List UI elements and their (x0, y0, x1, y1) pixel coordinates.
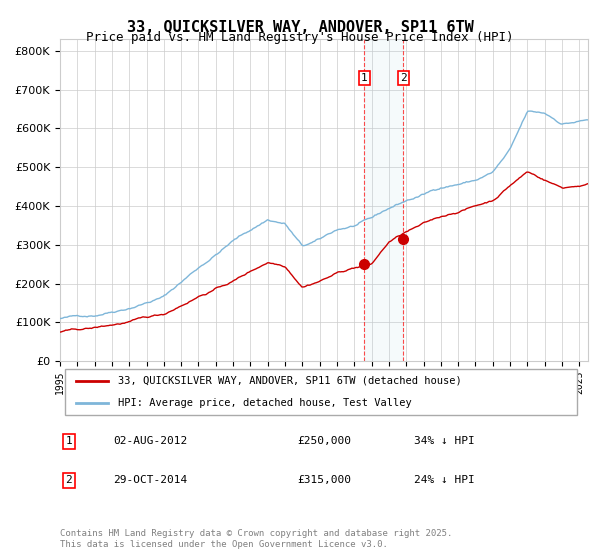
Bar (364, 39, 403, 361)
Text: £250,000: £250,000 (298, 436, 352, 446)
Text: Contains HM Land Registry data © Crown copyright and database right 2025.
This d: Contains HM Land Registry data © Crown c… (60, 529, 452, 549)
Text: 34% ↓ HPI: 34% ↓ HPI (414, 436, 475, 446)
Text: 1: 1 (361, 73, 368, 83)
Text: £315,000: £315,000 (298, 475, 352, 486)
Text: 2: 2 (400, 73, 407, 83)
Text: 29-OCT-2014: 29-OCT-2014 (113, 475, 187, 486)
Text: 24% ↓ HPI: 24% ↓ HPI (414, 475, 475, 486)
Text: 33, QUICKSILVER WAY, ANDOVER, SP11 6TW (detached house): 33, QUICKSILVER WAY, ANDOVER, SP11 6TW (… (118, 376, 462, 386)
FancyBboxPatch shape (65, 370, 577, 414)
Text: HPI: Average price, detached house, Test Valley: HPI: Average price, detached house, Test… (118, 398, 412, 408)
Text: 2: 2 (65, 475, 72, 486)
Text: Price paid vs. HM Land Registry's House Price Index (HPI): Price paid vs. HM Land Registry's House … (86, 31, 514, 44)
Text: 33, QUICKSILVER WAY, ANDOVER, SP11 6TW: 33, QUICKSILVER WAY, ANDOVER, SP11 6TW (127, 20, 473, 35)
Text: 1: 1 (65, 436, 72, 446)
Text: 02-AUG-2012: 02-AUG-2012 (113, 436, 187, 446)
